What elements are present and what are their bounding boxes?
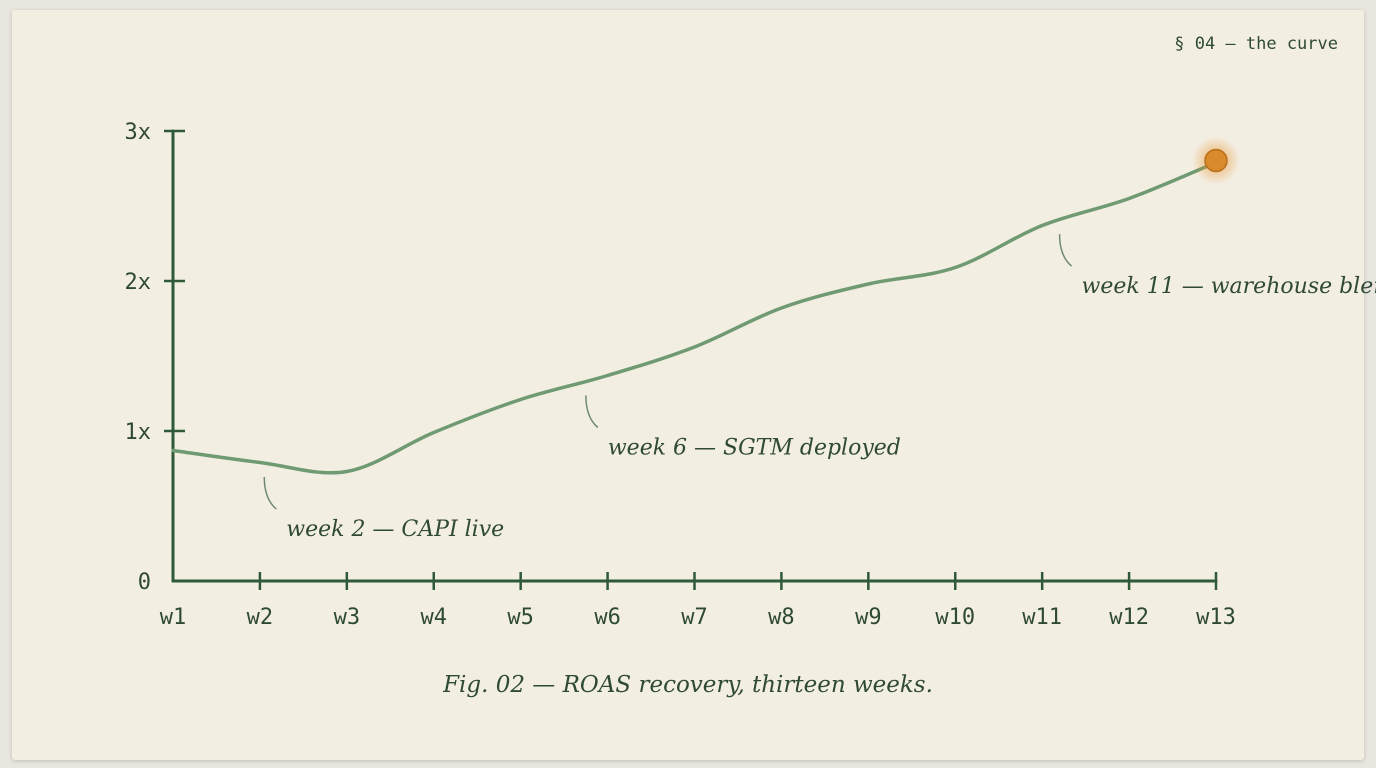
y-tick-label: 2x: [125, 270, 152, 295]
y-tick-label: 0: [138, 570, 151, 595]
x-tick-label: w10: [935, 605, 975, 630]
annotation-leader: [1058, 234, 1073, 267]
section-label: § 04 — the curve: [1174, 34, 1338, 54]
roas-series-line: [171, 160, 1218, 475]
x-tick-label: w9: [855, 605, 882, 630]
figure-caption: Fig. 02 — ROAS recovery, thirteen weeks.: [443, 672, 933, 698]
x-tick-label: w4: [421, 605, 448, 630]
x-tick-label: w8: [768, 605, 795, 630]
y-tick-label: 1x: [125, 420, 152, 445]
endpoint-marker: [1204, 148, 1228, 173]
annotation-label: week 6 — SGTM deployed: [608, 436, 901, 461]
annotation-label: week 2 — CAPI live: [286, 517, 504, 542]
annotation-leader: [263, 476, 277, 510]
annotation-label: week 11 — warehouse blended: [1082, 274, 1376, 299]
x-tick-label: w1: [160, 605, 187, 630]
x-tick-label: w12: [1109, 605, 1149, 630]
x-tick-label: w3: [334, 605, 361, 630]
x-tick-label: w7: [681, 605, 708, 630]
x-tick-label: w2: [247, 605, 274, 630]
y-tick-label: 3x: [125, 120, 152, 145]
x-tick-label: w11: [1022, 605, 1062, 630]
chart-card: [12, 10, 1364, 760]
x-tick-label: w6: [594, 605, 621, 630]
x-tick-label: w5: [507, 605, 534, 630]
annotation-leader: [585, 395, 599, 429]
x-tick-label: w13: [1196, 605, 1236, 630]
